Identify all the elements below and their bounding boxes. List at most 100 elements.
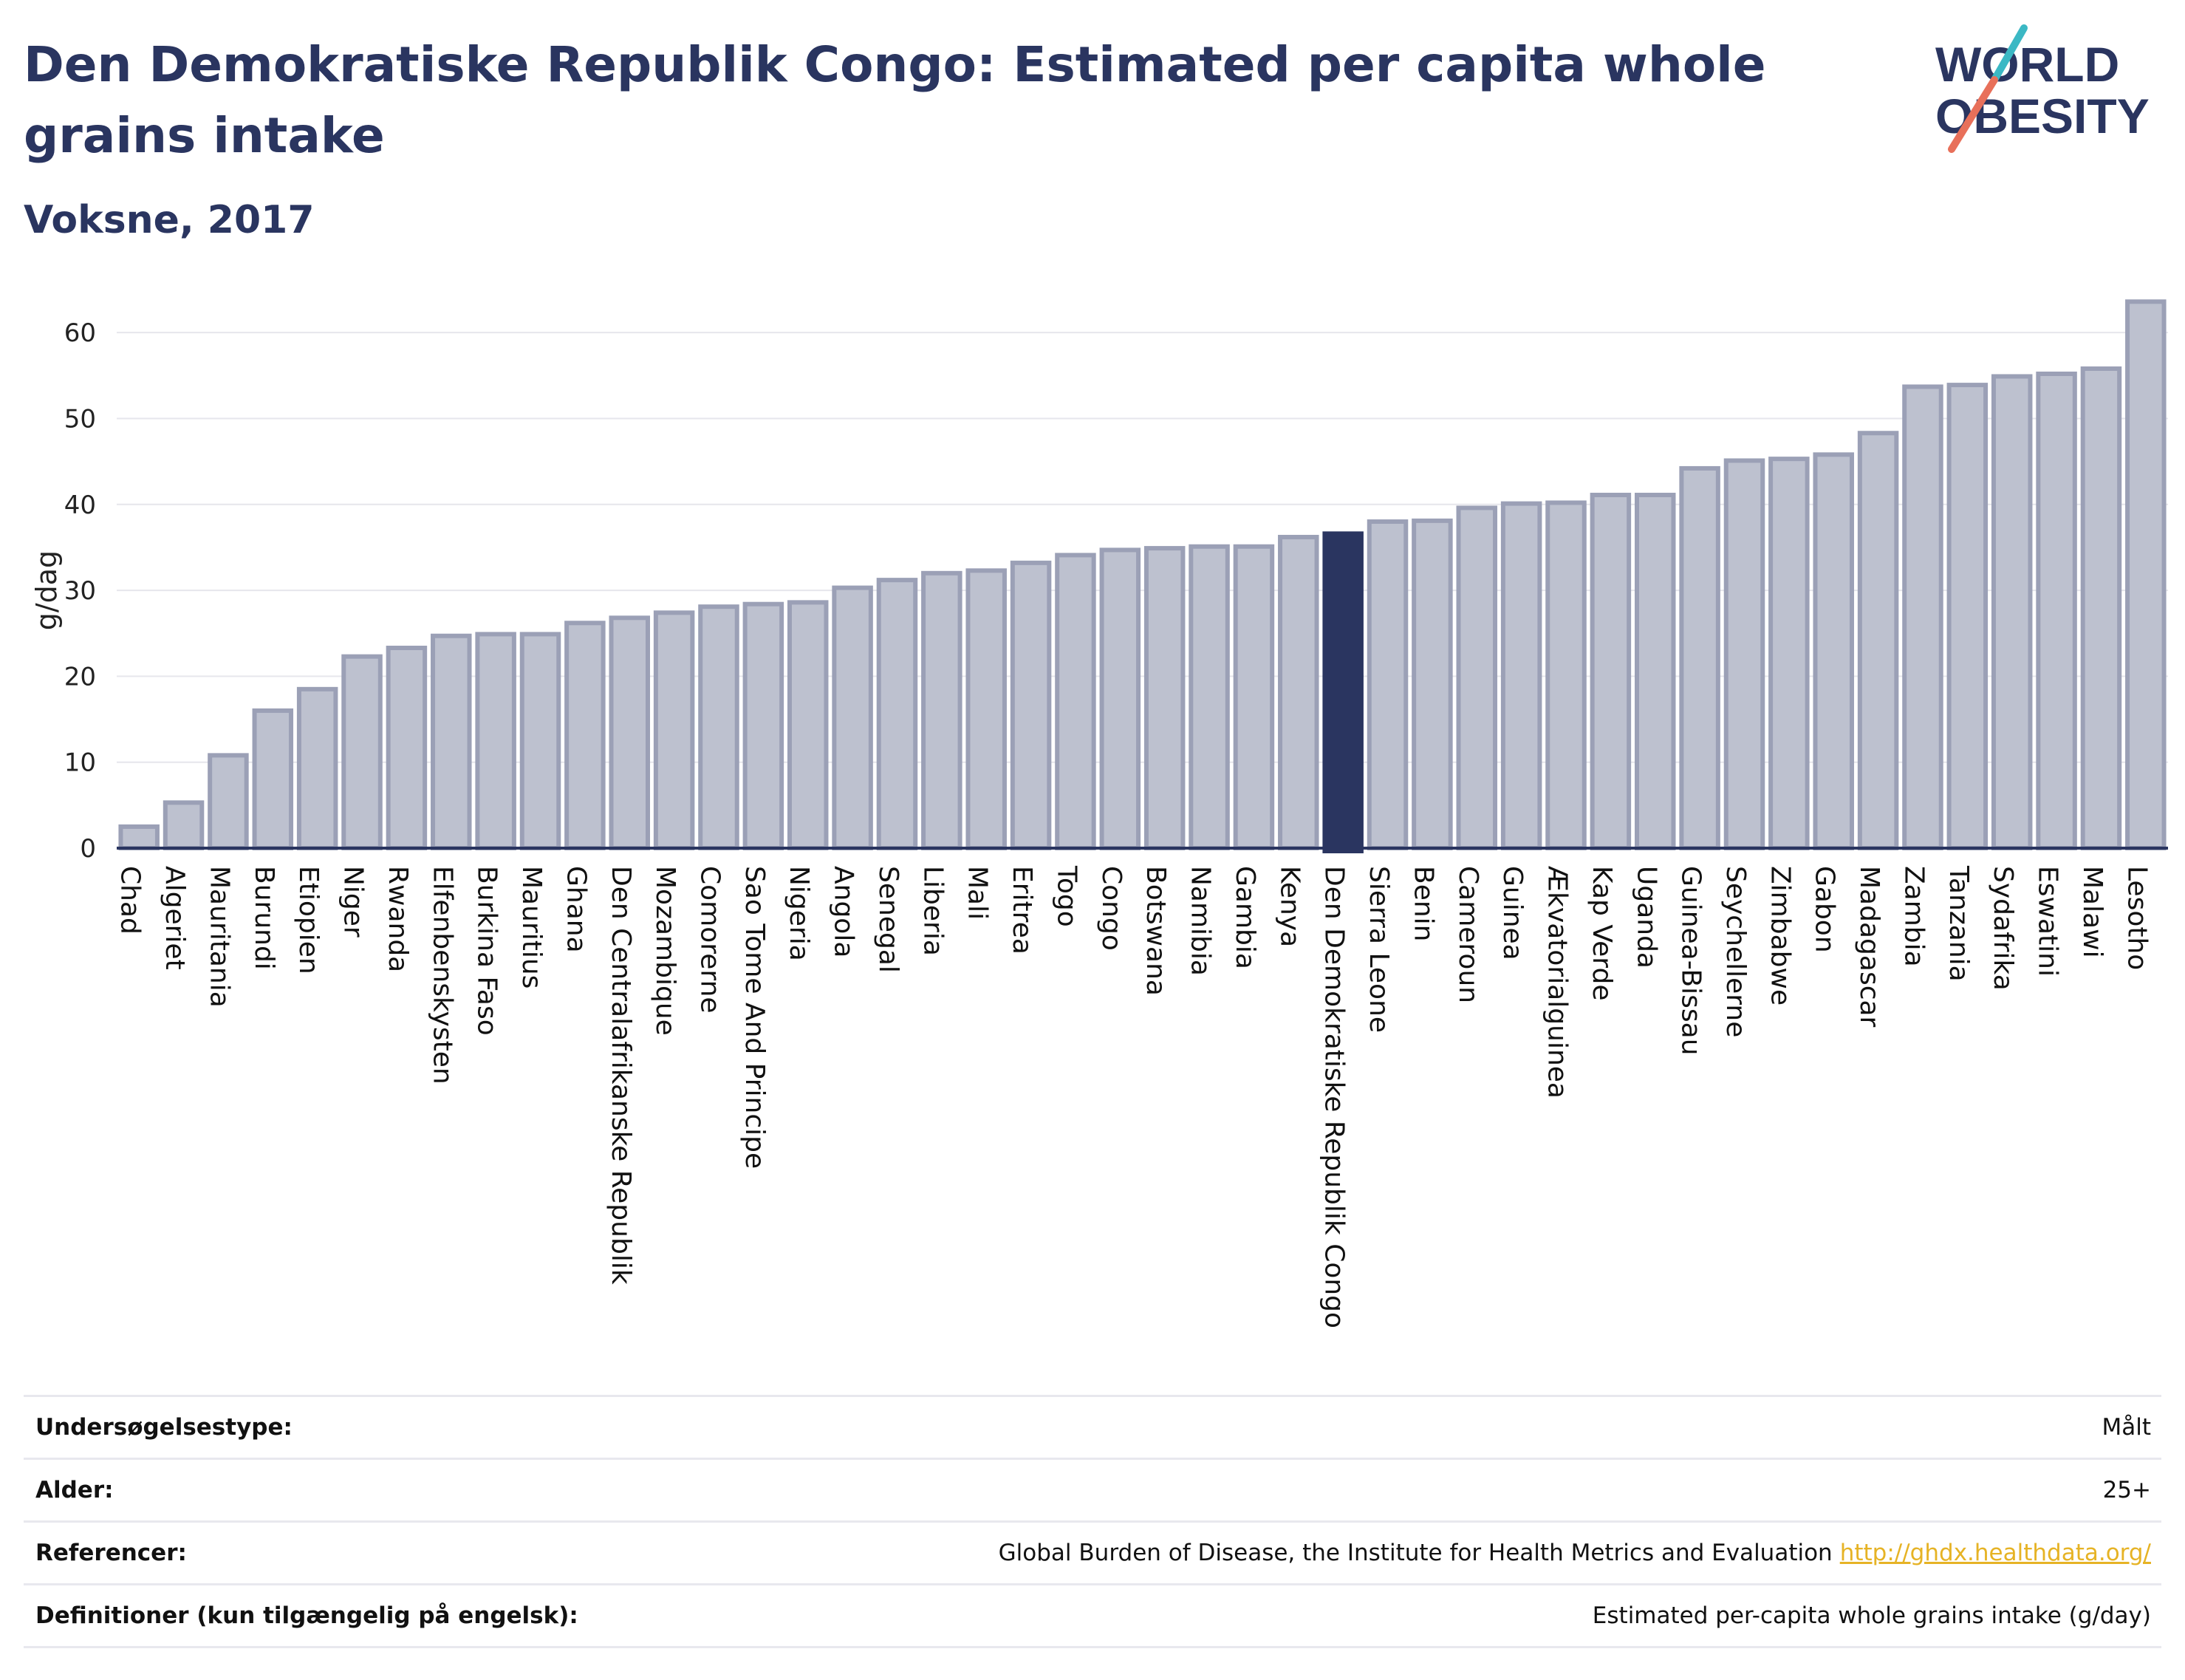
info-value-references: Global Burden of Disease, the Institute …	[999, 1540, 2161, 1566]
bar	[921, 570, 962, 850]
logo-word-world: WORLD	[1935, 37, 2119, 92]
bar	[2080, 366, 2122, 851]
bar	[296, 686, 338, 850]
bar	[431, 633, 472, 850]
bar	[1991, 374, 2033, 850]
x-tick-label: Angola	[829, 866, 859, 957]
x-tick-label: Malawi	[2077, 866, 2107, 958]
info-value: Estimated per-capita whole grains intake…	[1592, 1602, 2151, 1629]
reference-text: Global Burden of Disease, the Institute …	[998, 1540, 1833, 1566]
x-tick-label: Algeriet	[160, 866, 190, 970]
bar	[1367, 519, 1409, 850]
bar-highlight	[1322, 531, 1364, 853]
y-tick-label: 20	[64, 662, 96, 692]
x-tick-label: Mauritania	[204, 866, 234, 1008]
x-tick-label: Namibia	[1186, 866, 1216, 976]
x-tick-label: Sydafrika	[1988, 866, 2018, 991]
x-tick-label: Cameroun	[1453, 866, 1483, 1003]
y-tick-label: 30	[64, 576, 96, 606]
bar	[208, 753, 249, 850]
bar	[163, 800, 205, 851]
x-tick-label: Lesotho	[2121, 866, 2152, 970]
info-label: Definitioner (kun tilgængelig på engelsk…	[35, 1602, 578, 1629]
bar	[1590, 492, 1632, 850]
info-value: Målt	[2102, 1414, 2151, 1441]
bar	[1189, 544, 1230, 850]
bar	[653, 610, 695, 850]
info-label: Undersøgelsestype:	[35, 1414, 293, 1441]
bar	[1634, 492, 1676, 850]
x-tick-label: Ækvatorialguinea	[1542, 866, 1573, 1099]
logo-word-obesity: OBESITY	[1935, 89, 2150, 143]
bar	[1278, 534, 1319, 850]
x-tick-label: Togo	[1051, 865, 1081, 927]
bar	[252, 708, 294, 851]
x-tick-label: Guinea-Bissau	[1676, 866, 1706, 1056]
info-row-survey-type: Undersøgelsestype: Målt	[24, 1395, 2161, 1458]
bar	[341, 654, 383, 850]
x-tick-label: Seychellerne	[1720, 866, 1751, 1037]
bar	[1099, 547, 1141, 850]
reference-link[interactable]: http://ghdx.healthdata.org/	[1839, 1540, 2151, 1566]
x-tick-label: Den Demokratiske Republik Congo	[1319, 866, 1350, 1328]
x-tick-label: Eritrea	[1007, 866, 1037, 955]
x-tick-label: Ghana	[561, 866, 591, 953]
y-tick-label: 10	[64, 748, 96, 778]
x-tick-label: Guinea	[1497, 866, 1528, 960]
bar	[1679, 465, 1720, 851]
x-tick-label: Burundi	[249, 866, 279, 970]
bar	[1233, 544, 1275, 850]
bar	[698, 604, 739, 850]
x-tick-label: Gambia	[1230, 866, 1260, 969]
x-tick-label: Zimbabwe	[1765, 866, 1795, 1005]
x-tick-label: Chad	[115, 866, 146, 935]
bar	[1500, 501, 1542, 850]
x-tick-label: Gabon	[1810, 866, 1840, 953]
bar	[519, 632, 561, 850]
y-axis-label: g/dag	[30, 550, 63, 630]
logo-slash-coral	[1948, 76, 1998, 153]
info-label: Referencer:	[35, 1540, 187, 1566]
bar	[609, 615, 651, 850]
y-tick-label: 40	[64, 491, 96, 520]
x-tick-label: Kap Verde	[1587, 866, 1617, 1000]
y-tick-label: 50	[64, 404, 96, 434]
bar	[1902, 384, 1943, 851]
x-tick-label: Den Centralafrikanske Republik	[606, 866, 636, 1285]
x-tick-label: Senegal	[873, 866, 903, 973]
info-row-references: Referencer: Global Burden of Disease, th…	[24, 1520, 2161, 1583]
bar	[386, 646, 428, 850]
x-tick-label: Kenya	[1274, 866, 1304, 947]
bar	[1857, 431, 1899, 851]
x-tick-label: Tanzania	[1943, 865, 1974, 982]
bar	[832, 585, 873, 850]
x-tick-label: Mali	[962, 866, 993, 920]
x-tick-label: Uganda	[1631, 866, 1661, 969]
x-tick-label: Botswana	[1141, 866, 1171, 996]
logo-slash-teal	[1991, 24, 2028, 83]
x-tick-label: Mozambique	[650, 866, 680, 1036]
x-tick-label: Rwanda	[383, 866, 413, 972]
info-row-definitions: Definitioner (kun tilgængelig på engelsk…	[24, 1583, 2161, 1648]
x-tick-label: Congo	[1096, 866, 1126, 951]
x-tick-label: Eswatini	[2033, 866, 2063, 977]
page-subtitle: Voksne, 2017	[24, 198, 315, 242]
bar	[1946, 383, 1989, 850]
world-obesity-logo[interactable]: WORLD OBESITY	[1921, 22, 2172, 155]
bar	[876, 578, 918, 850]
bar	[1143, 546, 1186, 850]
bar	[2036, 371, 2077, 850]
x-tick-label: Etiopien	[293, 866, 324, 974]
bar	[564, 621, 606, 850]
bar	[1813, 452, 1854, 850]
info-label: Alder:	[35, 1477, 114, 1503]
page-title: Den Demokratiske Republik Congo: Estimat…	[24, 36, 1766, 164]
x-tick-label: Burkina Faso	[472, 866, 502, 1036]
x-tick-label: Niger	[338, 866, 369, 938]
x-tick-label: Mauritius	[516, 866, 547, 988]
bar	[1456, 505, 1498, 850]
bar	[1768, 457, 1810, 850]
info-row-age: Alder: 25+	[24, 1458, 2161, 1520]
bar	[1723, 458, 1765, 850]
y-tick-label: 0	[80, 834, 96, 864]
